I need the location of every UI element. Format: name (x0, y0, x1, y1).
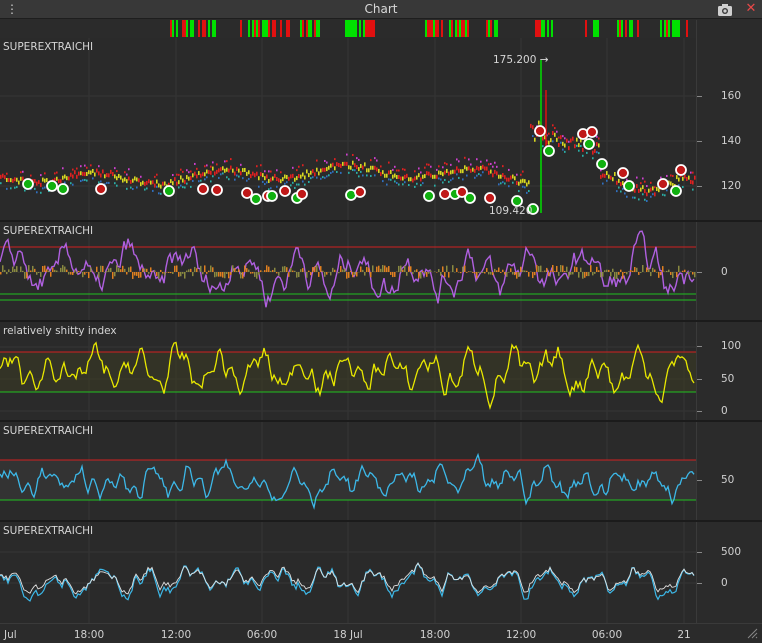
indicator-4-label: SUPEREXTRAICHI (3, 425, 94, 437)
x-tick: 12:00 (160, 629, 192, 641)
signal-ribbon (170, 20, 688, 37)
price-chart (0, 38, 696, 220)
indicator-5-chart (0, 522, 696, 623)
indicator-5-label: SUPEREXTRAICHI (3, 525, 94, 537)
x-tick: 18:00 (73, 629, 105, 641)
oscillator-pane[interactable]: SUPEREXTRAICHI (0, 222, 696, 320)
indicator-5-y-axis: 500 0 (696, 522, 762, 623)
x-tick: 18:00 (419, 629, 451, 641)
pane-divider[interactable] (0, 520, 762, 522)
camera-icon[interactable] (717, 2, 733, 16)
close-icon[interactable]: ✕ (745, 1, 757, 16)
low-price-tag: 109.420 (489, 205, 533, 217)
rsi-y-axis: 100 50 0 (696, 322, 762, 420)
rsi-chart (0, 322, 696, 420)
x-tick: 06:00 (591, 629, 623, 641)
x-tick: 21 (677, 629, 691, 641)
pane-divider[interactable] (0, 320, 762, 322)
price-y-axis: 160 140 120 (696, 20, 762, 220)
indicator-pane-5[interactable]: SUPEREXTRAICHI (0, 522, 696, 623)
oscillator-chart (0, 222, 696, 320)
price-pane[interactable]: SUPEREXTRAICHI 175.200 → 109.420 (0, 38, 696, 220)
indicator-pane-4[interactable]: SUPEREXTRAICHI (0, 422, 696, 520)
oscillator-pane-label: SUPEREXTRAICHI (3, 225, 94, 237)
price-pane-label: SUPEREXTRAICHI (3, 41, 94, 53)
oscillator-y-axis: 0 (696, 222, 762, 320)
x-tick: 12:00 (505, 629, 537, 641)
indicator-4-y-axis: 50 (696, 422, 762, 520)
resize-grip-icon[interactable] (746, 627, 758, 639)
rsi-pane[interactable]: relatively shitty index (0, 322, 696, 420)
pane-divider[interactable] (0, 420, 762, 422)
x-tick: 06:00 (246, 629, 278, 641)
window-title: Chart (364, 2, 398, 16)
time-axis[interactable]: Jul 18:00 12:00 06:00 18 Jul 18:00 12:00… (0, 623, 762, 643)
window-titlebar: ⋮ Chart ✕ (0, 0, 762, 19)
x-tick: 18 Jul (333, 629, 363, 641)
rsi-pane-label: relatively shitty index (3, 325, 117, 337)
indicator-4-chart (0, 422, 696, 520)
pane-divider[interactable] (0, 220, 762, 222)
x-tick: Jul (4, 629, 17, 641)
high-price-tag: 175.200 → (493, 54, 549, 66)
